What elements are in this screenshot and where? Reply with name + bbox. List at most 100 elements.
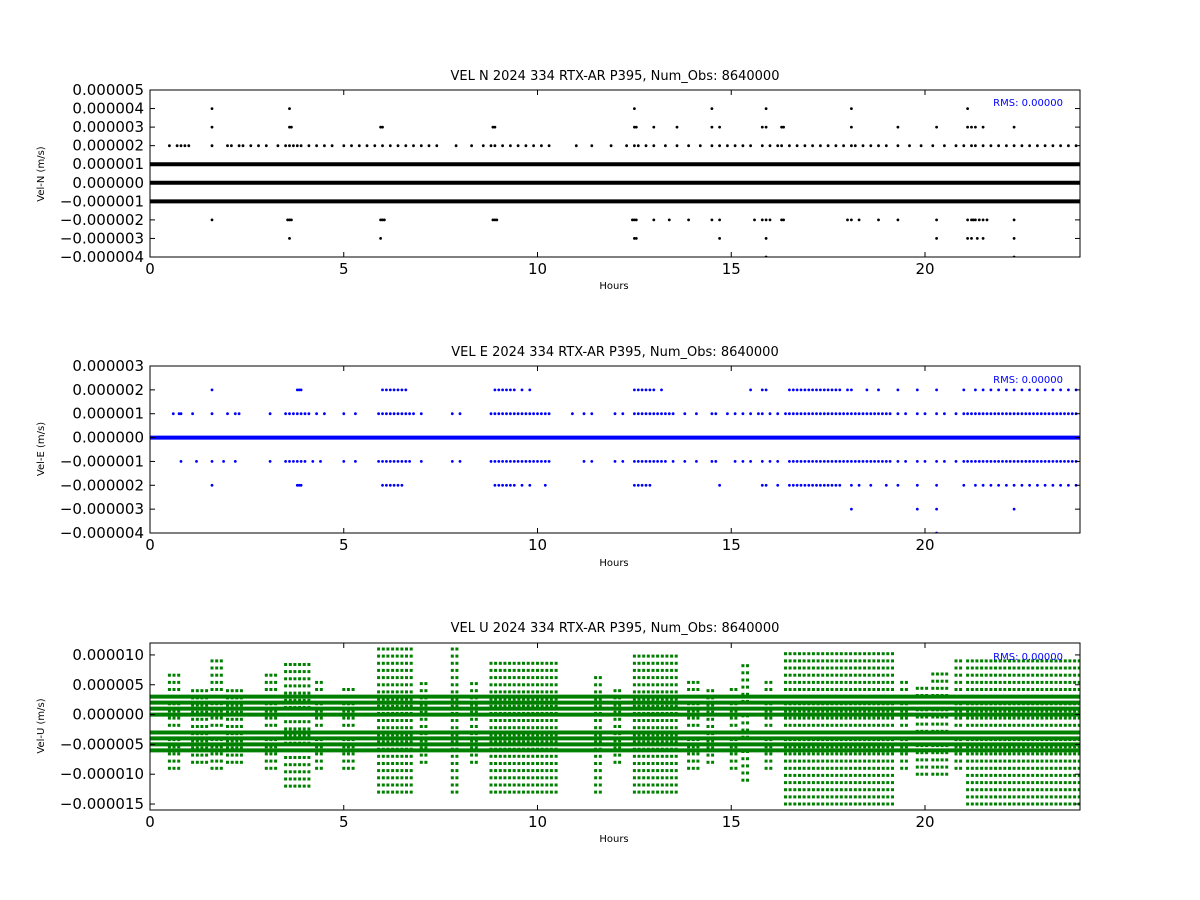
vel-u-data-point <box>594 704 598 708</box>
vel-u-data-point <box>1031 766 1035 770</box>
vel-n-data-point <box>974 218 977 222</box>
vel-e-data-point <box>850 460 853 463</box>
vel-u-data-point <box>863 652 867 656</box>
vel-u-data-point <box>302 691 306 695</box>
vel-e-x-tick-label: 20 <box>915 536 934 554</box>
vel-e-data-point <box>489 412 493 416</box>
vel-u-data-point <box>1012 752 1016 756</box>
vel-u-data-point <box>637 754 641 758</box>
vel-u-data-point <box>195 710 199 714</box>
vel-u-data-point <box>975 659 979 663</box>
vel-u-data-point <box>858 773 862 777</box>
vel-u-data-point <box>239 753 243 757</box>
vel-u-data-point <box>830 723 834 727</box>
vel-n-data-point <box>295 144 299 148</box>
vel-u-data-point <box>386 783 390 787</box>
vel-e-data-point <box>501 460 504 463</box>
vel-u-data-point <box>867 802 871 806</box>
vel-u-data-point <box>769 680 773 684</box>
vel-u-data-point <box>980 659 984 663</box>
vel-e-panel: VEL E 2024 334 RTX-AR P395, Num_Obs: 864… <box>36 345 1081 569</box>
vel-e-data-point <box>1020 412 1024 416</box>
vel-u-data-point <box>637 783 641 787</box>
vel-u-data-point <box>1073 788 1077 792</box>
vel-u-data-point <box>784 745 787 749</box>
vel-u-data-point <box>853 759 857 763</box>
vel-u-data-point <box>1008 759 1011 763</box>
vel-u-data-point <box>769 759 773 763</box>
vel-u-data-point <box>200 710 204 714</box>
vel-e-data-point <box>760 460 764 463</box>
vel-u-data-point <box>293 777 297 781</box>
vel-u-data-point <box>1035 716 1039 720</box>
vel-u-data-point <box>298 691 302 695</box>
vel-u-data-point <box>381 733 385 737</box>
vel-e-data-point <box>834 483 838 487</box>
vel-u-data-point <box>989 759 993 763</box>
vel-u-data-point <box>167 709 171 713</box>
vel-u-data-point <box>1003 666 1007 670</box>
vel-e-data-point <box>419 412 423 416</box>
vel-u-data-point <box>904 745 908 749</box>
vel-u-data-point <box>450 661 454 665</box>
vel-u-data-point <box>798 781 801 785</box>
vel-u-data-point <box>235 703 239 707</box>
vel-u-data-point <box>853 723 857 727</box>
vel-u-data-point <box>536 690 539 694</box>
vel-u-data-point <box>980 688 984 691</box>
vel-u-data-point <box>863 759 867 763</box>
vel-e-data-point <box>788 412 791 416</box>
vel-u-data-point <box>269 688 273 691</box>
vel-u-data-point <box>274 716 278 720</box>
vel-u-data-point <box>517 690 521 694</box>
vel-e-data-point <box>962 483 966 487</box>
vel-u-data-point <box>872 709 876 713</box>
vel-u-marks <box>150 647 1080 806</box>
vel-u-data-point <box>405 783 408 787</box>
vel-e-data-point <box>974 388 977 392</box>
vel-u-data-point <box>293 784 297 788</box>
vel-u-data-point <box>844 652 848 656</box>
vel-u-data-point <box>835 709 839 713</box>
vel-u-data-point <box>298 720 302 724</box>
vel-u-data-point <box>512 676 516 680</box>
vel-u-data-point <box>706 739 710 743</box>
vel-u-data-point <box>835 745 839 749</box>
vel-n-data-point <box>710 107 714 110</box>
vel-u-data-point <box>455 647 459 651</box>
vel-u-data-point <box>844 788 848 792</box>
vel-u-data-point <box>651 690 655 694</box>
vel-u-data-point <box>975 688 979 691</box>
vel-u-data-point <box>877 666 880 670</box>
vel-u-data-point <box>288 770 292 774</box>
vel-u-data-point <box>674 754 678 758</box>
vel-e-data-point <box>450 460 454 463</box>
vel-u-data-point <box>470 710 474 714</box>
vel-u-data-point <box>989 752 993 756</box>
vel-u-data-point <box>351 752 355 756</box>
vel-e-data-point <box>1016 460 1020 463</box>
vel-u-data-point <box>598 776 602 780</box>
vel-e-data-point <box>838 460 842 463</box>
vel-u-data-point <box>191 717 195 721</box>
vel-n-data-point <box>842 144 845 148</box>
vel-u-data-point <box>1021 788 1025 792</box>
vel-u-data-point <box>377 661 381 665</box>
vel-e-data-point <box>884 483 888 487</box>
vel-u-data-point <box>839 788 843 792</box>
vel-e-data-point <box>381 412 384 416</box>
vel-u-data-point <box>660 790 664 794</box>
vel-u-data-point <box>931 772 935 776</box>
vel-u-data-point <box>863 666 867 670</box>
vel-u-data-point <box>656 697 660 701</box>
vel-u-data-point <box>830 680 834 684</box>
vel-n-data-point <box>768 144 772 148</box>
vel-u-data-point <box>405 776 408 780</box>
vel-e-data-point <box>1047 412 1051 416</box>
vel-u-data-point <box>554 769 558 773</box>
vel-u-data-point <box>656 683 660 687</box>
vel-u-data-point <box>1031 723 1035 727</box>
vel-u-data-point <box>637 704 641 708</box>
vel-u-data-point <box>980 752 984 756</box>
vel-u-data-point <box>989 802 993 806</box>
